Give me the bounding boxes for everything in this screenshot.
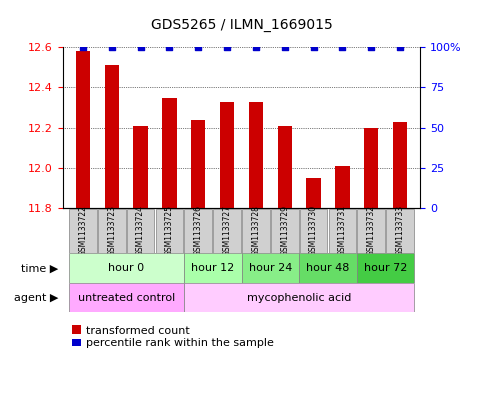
- FancyBboxPatch shape: [69, 253, 184, 283]
- Text: GSM1133731: GSM1133731: [338, 206, 347, 256]
- FancyBboxPatch shape: [357, 253, 414, 283]
- Text: hour 48: hour 48: [306, 263, 350, 273]
- Bar: [364, 128, 378, 208]
- Text: mycophenolic acid: mycophenolic acid: [247, 293, 351, 303]
- FancyBboxPatch shape: [271, 209, 298, 253]
- Bar: [76, 51, 90, 208]
- Text: hour 12: hour 12: [191, 263, 234, 273]
- FancyBboxPatch shape: [242, 209, 270, 253]
- FancyBboxPatch shape: [156, 209, 183, 253]
- Text: hour 24: hour 24: [249, 263, 292, 273]
- Text: GSM1133722: GSM1133722: [78, 206, 87, 256]
- Text: GSM1133727: GSM1133727: [223, 206, 231, 256]
- Point: [339, 44, 346, 50]
- Text: GSM1133732: GSM1133732: [367, 206, 376, 256]
- Bar: [393, 122, 407, 208]
- Bar: [335, 166, 350, 208]
- FancyBboxPatch shape: [185, 209, 212, 253]
- FancyBboxPatch shape: [386, 209, 414, 253]
- Text: percentile rank within the sample: percentile rank within the sample: [86, 338, 274, 348]
- FancyBboxPatch shape: [69, 209, 97, 253]
- Point: [396, 44, 404, 50]
- FancyBboxPatch shape: [184, 253, 242, 283]
- Point: [310, 44, 317, 50]
- FancyBboxPatch shape: [357, 209, 385, 253]
- Text: transformed count: transformed count: [86, 326, 190, 336]
- Text: GSM1133724: GSM1133724: [136, 206, 145, 256]
- FancyBboxPatch shape: [127, 209, 155, 253]
- Bar: [105, 65, 119, 208]
- FancyBboxPatch shape: [300, 209, 327, 253]
- FancyBboxPatch shape: [69, 283, 184, 312]
- Bar: [220, 101, 234, 208]
- Text: untreated control: untreated control: [78, 293, 175, 303]
- FancyBboxPatch shape: [328, 209, 356, 253]
- Point: [252, 44, 260, 50]
- Bar: [191, 119, 205, 208]
- FancyBboxPatch shape: [213, 209, 241, 253]
- Text: hour 72: hour 72: [364, 263, 407, 273]
- Text: GSM1133723: GSM1133723: [107, 206, 116, 256]
- Text: GSM1133730: GSM1133730: [309, 205, 318, 257]
- Text: GSM1133733: GSM1133733: [396, 205, 405, 257]
- Text: GSM1133725: GSM1133725: [165, 206, 174, 256]
- Point: [108, 44, 115, 50]
- Bar: [249, 101, 263, 208]
- Point: [137, 44, 144, 50]
- FancyBboxPatch shape: [98, 209, 126, 253]
- FancyBboxPatch shape: [184, 283, 414, 312]
- Text: GSM1133726: GSM1133726: [194, 206, 203, 256]
- Point: [79, 44, 87, 50]
- Point: [166, 44, 173, 50]
- FancyBboxPatch shape: [299, 253, 357, 283]
- Point: [281, 44, 289, 50]
- Text: hour 0: hour 0: [108, 263, 144, 273]
- Point: [194, 44, 202, 50]
- Bar: [133, 126, 148, 208]
- Point: [223, 44, 231, 50]
- Text: GDS5265 / ILMN_1669015: GDS5265 / ILMN_1669015: [151, 18, 332, 32]
- Text: GSM1133728: GSM1133728: [252, 206, 260, 256]
- Point: [368, 44, 375, 50]
- Text: agent ▶: agent ▶: [14, 293, 58, 303]
- Bar: [306, 178, 321, 208]
- Bar: [162, 97, 177, 208]
- FancyBboxPatch shape: [242, 253, 299, 283]
- Text: GSM1133729: GSM1133729: [280, 206, 289, 256]
- Text: time ▶: time ▶: [21, 263, 58, 273]
- Bar: [278, 126, 292, 208]
